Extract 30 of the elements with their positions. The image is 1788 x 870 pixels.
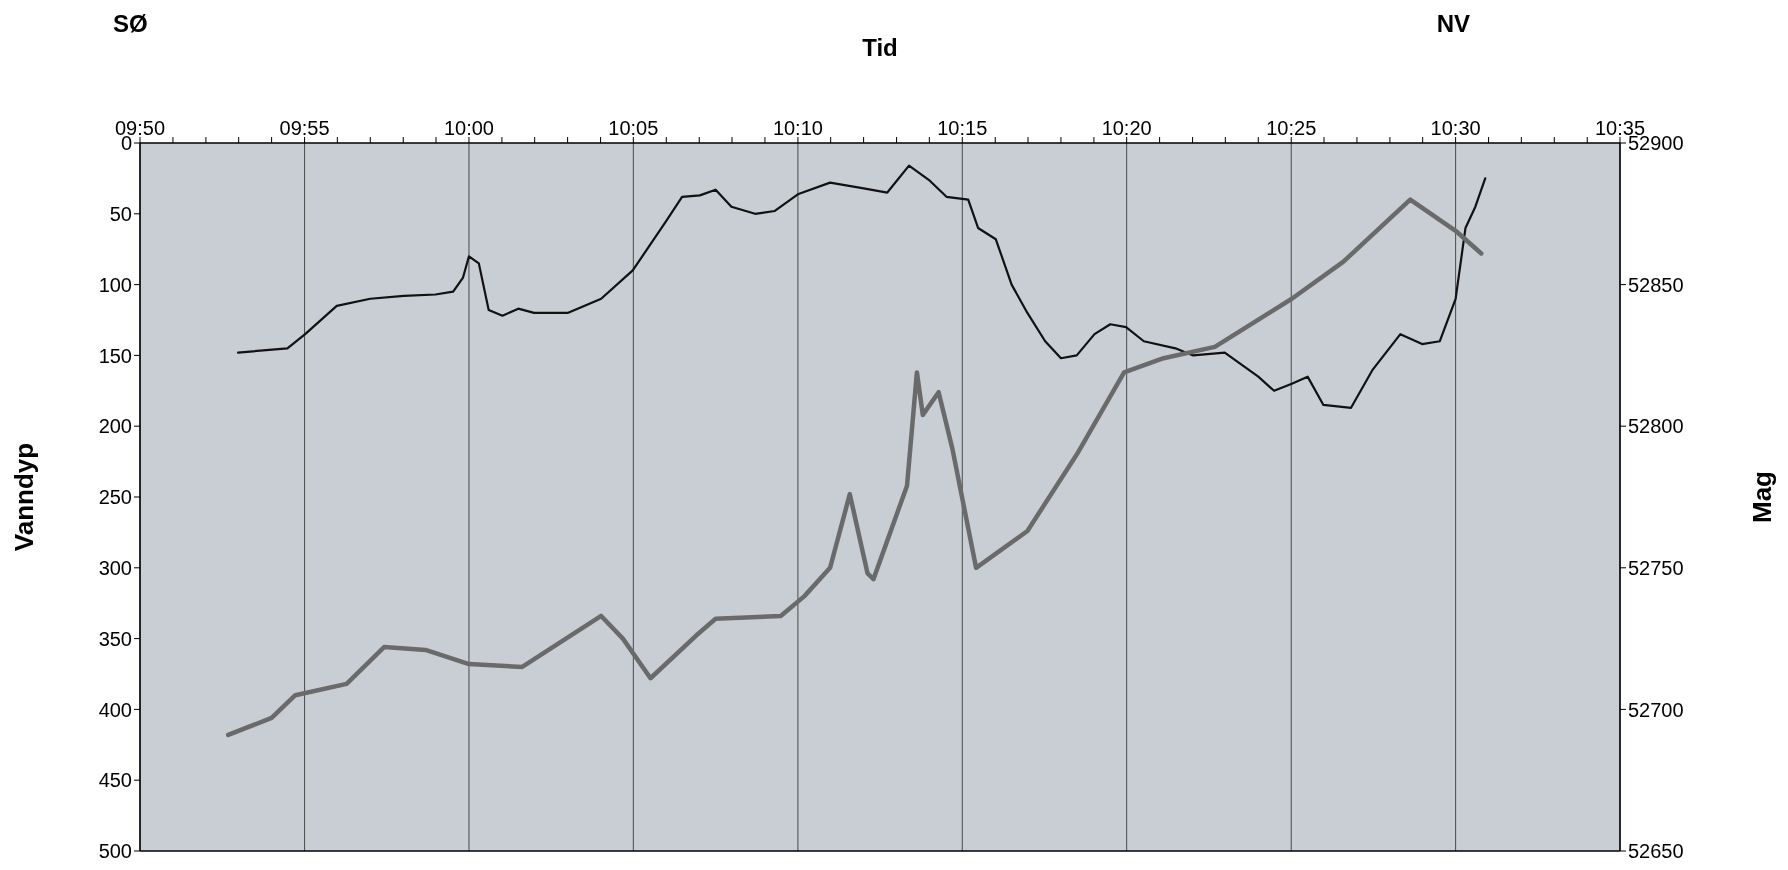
line-series: [225, 197, 1484, 738]
y-tick-label: 400: [98, 698, 132, 721]
y2-axis-title: Mag: [1747, 471, 1778, 523]
x-axis-title: Tid: [862, 34, 898, 61]
y-tick-label: 450: [98, 769, 132, 792]
y-tick-label: 300: [98, 556, 132, 579]
x-tick-label: 10:25: [1266, 117, 1317, 139]
text: SØ: [113, 10, 148, 38]
text: NV: [1436, 10, 1470, 38]
x-tick-label: 10:30: [1430, 117, 1481, 139]
y-tick-label: 350: [98, 627, 132, 650]
y2-tick-label: 52750: [1628, 556, 1684, 579]
y-axis-title: Vanndyp: [9, 442, 40, 552]
x-tick-label: 10:10: [772, 117, 823, 139]
y2-tick-label: 52800: [1628, 415, 1684, 438]
y2-tick-label: 52700: [1628, 698, 1684, 721]
x-tick-label: 09:55: [279, 117, 330, 139]
y-tick-label: 500: [98, 840, 132, 863]
x-tick-label: 10:05: [608, 117, 659, 139]
y-tick-label: 250: [98, 486, 132, 509]
y2-tick-label: 52650: [1628, 840, 1684, 863]
y2-tick-label: 52850: [1628, 273, 1684, 296]
y-tick-label: 200: [98, 415, 132, 438]
x-tick-label: 10:15: [937, 117, 988, 139]
y-tick-label: 100: [98, 273, 132, 296]
x-tick-label: 10:20: [1101, 117, 1152, 139]
y-tick-label: 50: [109, 202, 132, 225]
x-tick-label: 10:00: [443, 117, 494, 139]
y-tick-label: 150: [98, 344, 132, 367]
line-series: [236, 164, 1487, 409]
